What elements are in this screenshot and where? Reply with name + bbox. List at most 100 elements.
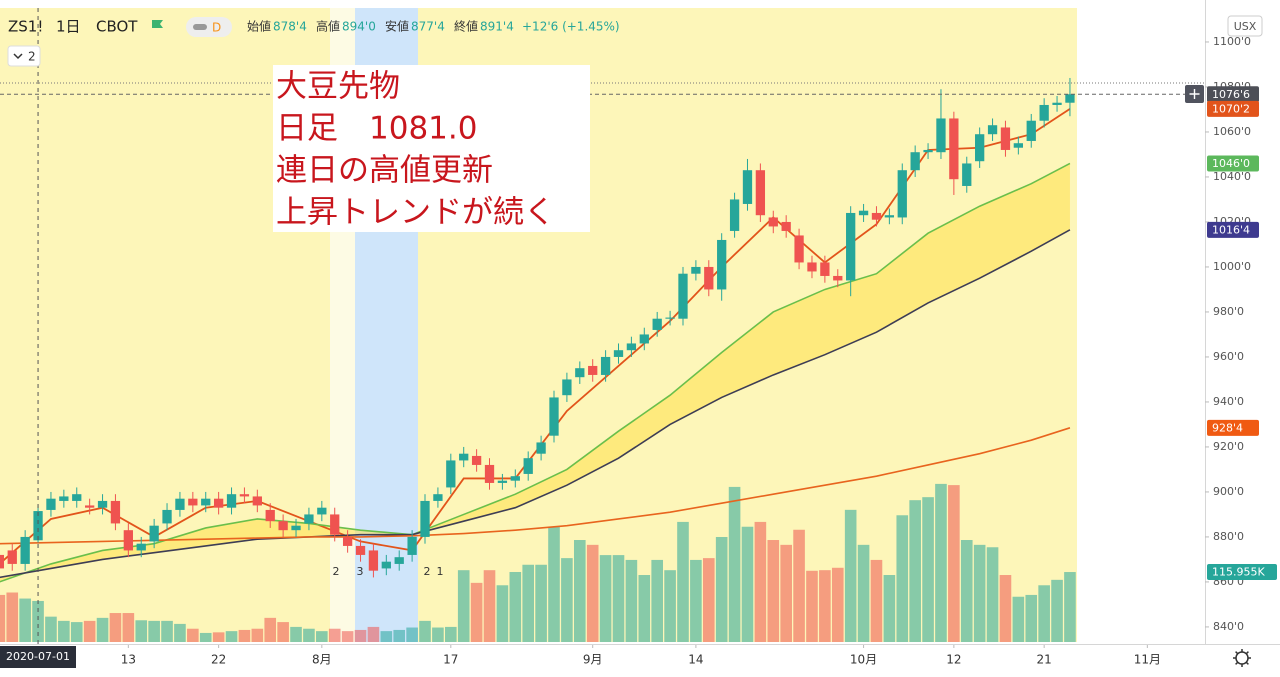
status-pill[interactable] — [186, 17, 232, 37]
candle-body — [897, 170, 907, 218]
candle-body — [949, 118, 959, 180]
minus-icon — [193, 24, 207, 30]
collapse-button[interactable] — [7, 45, 41, 67]
chevron — [13, 53, 23, 60]
volume-bar — [1051, 579, 1063, 642]
currency-button[interactable] — [1227, 15, 1263, 37]
candle-body — [123, 530, 133, 551]
candle-body — [858, 210, 869, 216]
candle-body — [846, 212, 856, 281]
candle-body — [459, 453, 469, 461]
y-axis-labels: 840'0860'0880'0900'0920'0940'0960'0980'0… — [1205, 35, 1251, 633]
candle-body — [175, 498, 185, 510]
volume-bar — [367, 626, 380, 642]
candle-body — [162, 509, 172, 524]
price-tag — [1207, 564, 1277, 581]
candle-body — [330, 514, 340, 535]
volume-bar — [70, 622, 83, 642]
candle-body — [317, 507, 327, 515]
gear-teeth — [1233, 649, 1251, 667]
candle-body — [936, 118, 946, 153]
x-tick-label: 11月 — [1134, 653, 1161, 667]
volume-bar — [741, 526, 754, 642]
volume-bar — [522, 564, 535, 642]
volume-bar — [277, 622, 289, 642]
interval[interactable]: 1日 — [56, 18, 81, 36]
candle-body — [407, 536, 417, 555]
candle-body — [820, 262, 830, 276]
x-tick-label: 10月 — [850, 653, 877, 667]
y-tick-label: 880'0 — [1213, 530, 1244, 543]
y-tick-label: 1060'0 — [1213, 125, 1251, 138]
price-tag — [1207, 100, 1259, 117]
candle-body — [523, 458, 533, 474]
count-label: 1 — [437, 565, 444, 578]
candle-body — [768, 217, 778, 227]
volume-bar — [354, 629, 367, 642]
candle-body — [691, 266, 701, 274]
volume-bar — [831, 567, 844, 642]
candle-body — [871, 212, 882, 220]
candle-body — [1039, 104, 1049, 121]
crosshair-label-box — [0, 646, 76, 668]
volume-bar — [303, 628, 315, 642]
volume-bar — [135, 620, 148, 642]
candle-body — [923, 149, 933, 153]
candle-body — [201, 498, 211, 506]
volume-bar — [212, 632, 225, 642]
volume-bar — [935, 483, 947, 642]
plus-icon — [1189, 89, 1200, 99]
price-tag-label: 1076'6 — [1212, 88, 1250, 101]
volume-bar — [83, 620, 96, 642]
volume-bar — [225, 631, 238, 642]
x-tick-label: 12 — [946, 653, 961, 667]
volume-bar — [58, 620, 70, 642]
candle-body — [446, 460, 456, 488]
candle-body — [1052, 102, 1062, 105]
candle-body — [639, 334, 649, 344]
stat-label: 始値 — [247, 19, 271, 34]
candle-body — [665, 317, 675, 319]
volume-bar — [509, 571, 522, 642]
volume-bar — [677, 521, 689, 642]
volume-bar — [483, 570, 496, 642]
candle-body — [1013, 143, 1023, 148]
x-tick-label: 17 — [443, 653, 458, 667]
volume-bar — [419, 620, 431, 642]
volume-bar — [599, 555, 612, 642]
candle-body — [910, 152, 920, 171]
candle-body — [7, 550, 17, 564]
x-tick-label: 14 — [688, 653, 703, 667]
candle-body — [46, 498, 56, 510]
volume-bar — [806, 570, 818, 642]
symbol[interactable]: ZS1! — [8, 18, 43, 36]
volume-bar — [1012, 596, 1025, 642]
stat-label: 高値 — [316, 19, 340, 34]
y-tick-label: 900'0 — [1213, 485, 1244, 498]
settings-icon[interactable] — [1233, 649, 1251, 667]
x-tick-label: 9月 — [583, 653, 603, 667]
volume-bar — [651, 559, 663, 642]
candle-body — [678, 273, 688, 319]
volume-bar — [6, 592, 19, 642]
volume-bar — [187, 628, 199, 642]
candle-body — [278, 521, 288, 531]
volume-bar — [199, 632, 212, 642]
volume-bar — [1064, 572, 1076, 642]
candle-body — [136, 543, 146, 551]
candle-body — [807, 262, 817, 272]
volume-bar — [844, 509, 857, 642]
candle-body — [239, 494, 250, 497]
annotation-line: 連日の高値更新 — [276, 153, 493, 189]
candle-body — [1065, 94, 1075, 103]
volume-bar — [1038, 585, 1050, 642]
volume-bar — [728, 486, 741, 642]
candle-body — [794, 235, 804, 263]
crosshair-label: 2020-07-01 — [6, 650, 70, 663]
flag-icon[interactable] — [152, 20, 163, 28]
y-tick-label: 960'0 — [1213, 350, 1244, 363]
candle-body — [755, 170, 766, 216]
y-tick-label: 1040'0 — [1213, 170, 1251, 183]
stat-value: 878'4 — [273, 20, 307, 34]
candle-body — [742, 170, 753, 204]
